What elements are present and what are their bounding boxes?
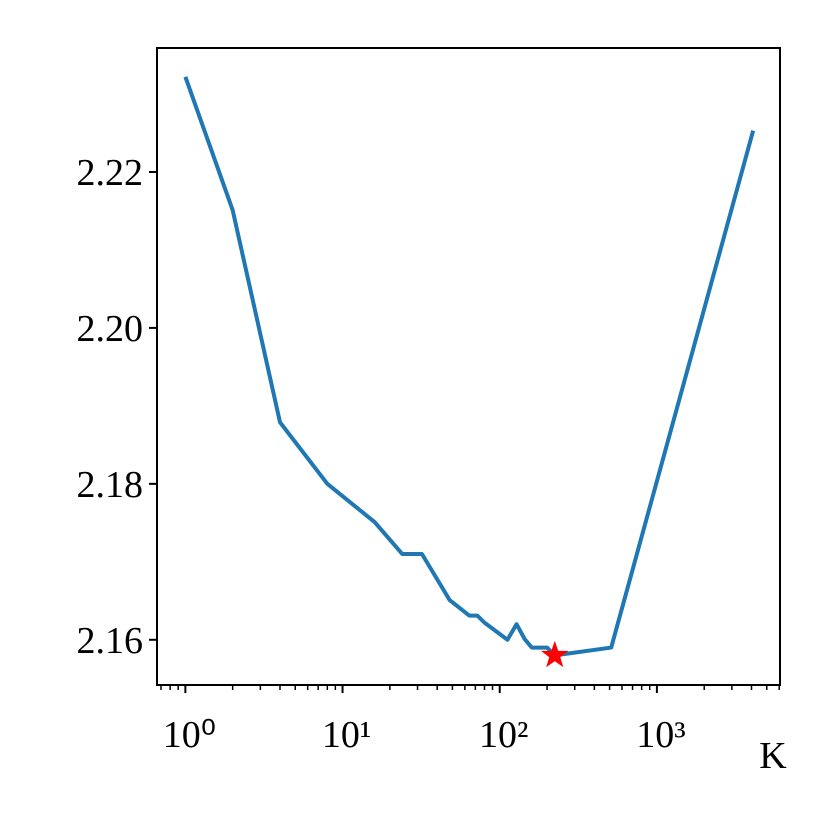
x-tick-label: 10³ [636,714,685,756]
y-tick-label: 2.18 [77,464,144,506]
y-tick-label: 2.20 [77,308,144,350]
x-axis-label: K [759,735,787,777]
x-tick-label: 10¹ [322,714,371,756]
y-tick-label: 2.22 [77,152,144,194]
x-tick-label: 10⁰ [163,714,216,756]
x-tick-label: 10² [479,714,528,756]
line-series [183,76,756,658]
highlight-star [540,640,569,668]
y-tick-label: 2.16 [77,620,144,662]
plot-frame [156,47,781,686]
